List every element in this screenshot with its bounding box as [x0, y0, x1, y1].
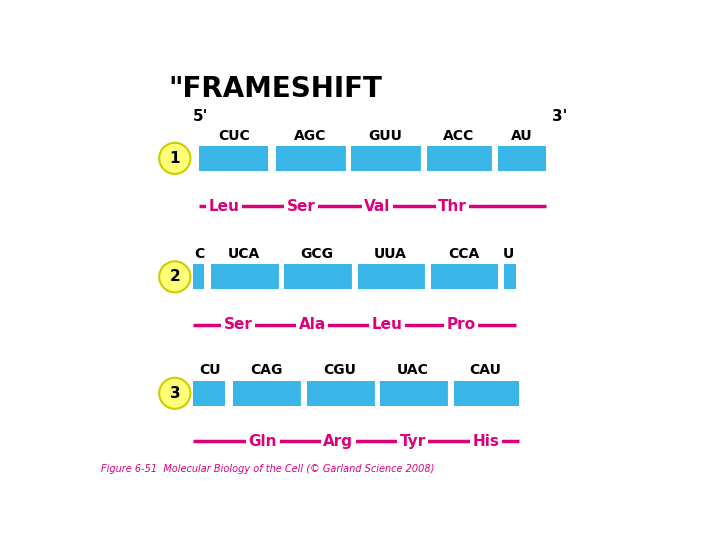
Text: 3': 3': [552, 109, 567, 124]
Text: Val: Val: [364, 199, 390, 214]
Bar: [431, 265, 498, 289]
Bar: [358, 265, 426, 289]
Bar: [193, 264, 204, 265]
Text: AGC: AGC: [294, 129, 326, 143]
Text: Figure 6-51  Molecular Biology of the Cell (© Garland Science 2008): Figure 6-51 Molecular Biology of the Cel…: [101, 464, 435, 474]
Bar: [504, 265, 516, 289]
Bar: [454, 381, 518, 406]
Text: U: U: [503, 247, 514, 261]
Text: UUA: UUA: [374, 247, 407, 261]
Text: Pro: Pro: [446, 317, 476, 332]
Bar: [431, 264, 498, 265]
Bar: [193, 265, 204, 289]
Text: CAG: CAG: [250, 363, 282, 377]
Text: Arg: Arg: [323, 434, 354, 449]
Bar: [199, 145, 546, 171]
Bar: [233, 381, 301, 406]
Bar: [193, 380, 518, 406]
Bar: [351, 146, 421, 171]
Text: C: C: [194, 247, 204, 261]
Bar: [498, 146, 546, 171]
Bar: [307, 381, 374, 406]
Text: 2: 2: [169, 269, 180, 285]
Text: ACC: ACC: [443, 129, 474, 143]
Text: CCA: CCA: [448, 247, 480, 261]
Text: Ala: Ala: [299, 317, 325, 332]
Text: "FRAMESHIFT: "FRAMESHIFT: [168, 75, 382, 103]
Bar: [284, 265, 351, 289]
Text: Tyr: Tyr: [400, 434, 426, 449]
Bar: [454, 380, 518, 381]
Bar: [199, 145, 269, 146]
Bar: [358, 264, 426, 265]
Text: His: His: [473, 434, 500, 449]
Text: 3: 3: [169, 386, 180, 401]
Text: CU: CU: [199, 363, 221, 377]
Bar: [193, 264, 516, 290]
Text: Thr: Thr: [438, 199, 467, 214]
Text: Gln: Gln: [248, 434, 277, 449]
Bar: [351, 145, 421, 146]
Bar: [427, 146, 492, 171]
Text: CGU: CGU: [323, 363, 356, 377]
Bar: [193, 381, 225, 406]
Text: Leu: Leu: [209, 199, 239, 214]
Bar: [211, 264, 279, 265]
Bar: [233, 380, 301, 381]
Text: UCA: UCA: [228, 247, 260, 261]
Text: GCG: GCG: [301, 247, 333, 261]
Ellipse shape: [159, 261, 190, 292]
Text: 5': 5': [193, 109, 209, 124]
Bar: [211, 265, 279, 289]
Text: CUC: CUC: [219, 129, 251, 143]
Text: Leu: Leu: [372, 317, 402, 332]
Text: UAC: UAC: [397, 363, 429, 377]
Bar: [284, 264, 351, 265]
Bar: [276, 145, 346, 146]
Text: 1: 1: [170, 151, 180, 166]
Bar: [498, 145, 546, 146]
Bar: [307, 380, 374, 381]
Bar: [504, 264, 516, 265]
Ellipse shape: [159, 143, 190, 174]
Bar: [380, 380, 448, 381]
Text: CAU: CAU: [469, 363, 501, 377]
Bar: [380, 381, 448, 406]
Text: Ser: Ser: [223, 317, 252, 332]
Bar: [427, 145, 492, 146]
Text: AU: AU: [510, 129, 532, 143]
Text: GUU: GUU: [368, 129, 402, 143]
Text: Ser: Ser: [287, 199, 315, 214]
Ellipse shape: [159, 378, 190, 409]
Bar: [276, 146, 346, 171]
Bar: [193, 380, 225, 381]
Bar: [199, 146, 269, 171]
